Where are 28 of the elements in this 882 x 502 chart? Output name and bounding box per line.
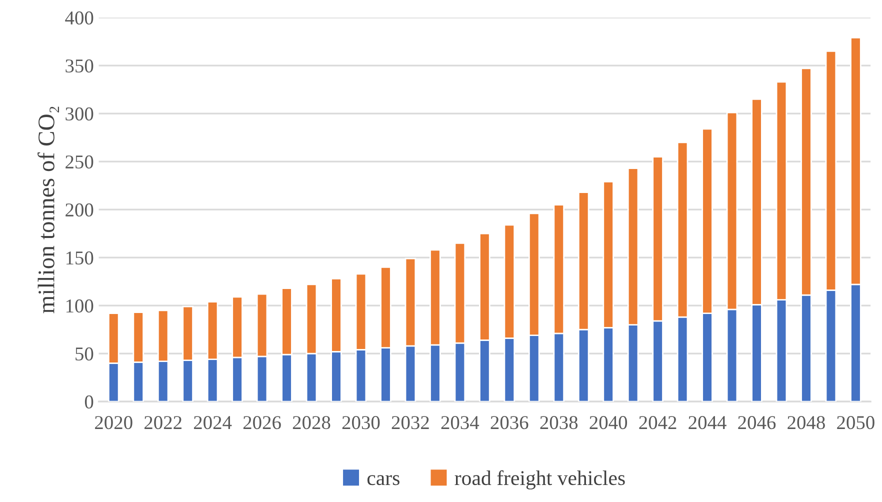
x-tick-label: 2024 xyxy=(194,416,232,430)
x-tick-label: 2020 xyxy=(95,416,132,430)
x-tick-label: 2050 xyxy=(837,416,874,430)
x-tick-label: 2044 xyxy=(688,416,726,430)
y-tick-label: 100 xyxy=(66,299,94,313)
x-tick-label: 2028 xyxy=(292,416,330,430)
legend-label: cars xyxy=(367,475,400,486)
x-tick-label: 2042 xyxy=(639,416,676,430)
y-tick-label: 400 xyxy=(65,11,94,25)
y-tick-label: 150 xyxy=(66,251,94,265)
x-tick-label: 2048 xyxy=(788,416,825,430)
y-tick-label: 50 xyxy=(76,347,94,361)
x-tick-label: 2022 xyxy=(144,416,182,430)
y-tick-label: 250 xyxy=(66,155,94,169)
x-tick-label: 2040 xyxy=(590,416,628,430)
x-tick-label: 2026 xyxy=(243,416,281,430)
x-tick-label: 2036 xyxy=(490,416,528,430)
legend-label: road freight vehicles xyxy=(454,470,625,490)
x-tick-label: 2030 xyxy=(342,416,380,430)
y-tick-label: 350 xyxy=(66,59,94,73)
y-tick-label: 200 xyxy=(66,203,94,217)
y-tick-label: 0 xyxy=(84,395,94,409)
y-axis-title: million tonnes of CO₂ xyxy=(38,106,59,314)
x-tick-label: 2038 xyxy=(540,416,578,430)
x-tick-label: 2032 xyxy=(392,416,429,430)
x-tick-label: 2046 xyxy=(738,416,776,430)
x-tick-label: 2034 xyxy=(441,416,480,430)
y-tick-label: 300 xyxy=(66,107,94,121)
